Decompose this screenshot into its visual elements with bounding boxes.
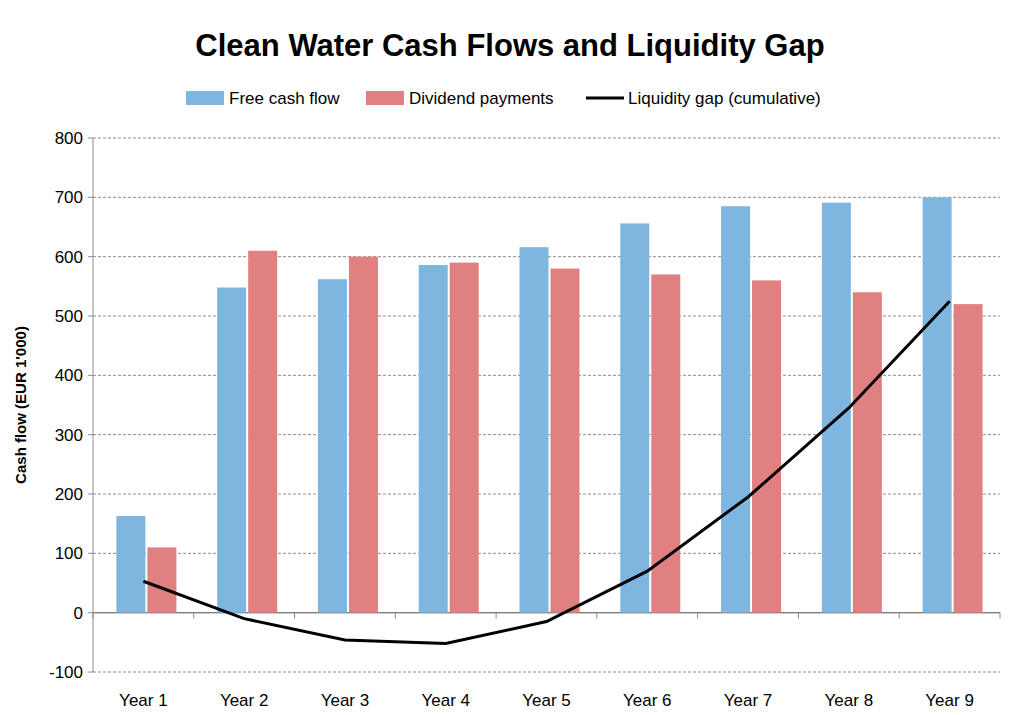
x-tick [1000, 613, 1001, 619]
x-tick-label: Year 7 [724, 691, 773, 710]
y-tick [88, 138, 93, 139]
legend-swatch [586, 97, 624, 100]
bar [752, 280, 781, 612]
bar [721, 206, 750, 612]
grid: -100 0 100 200 300 400 500 600 700 800 [49, 129, 1000, 682]
x-tick-label: Year 1 [119, 691, 168, 710]
y-tick-label: 400 [55, 366, 83, 385]
y-tick-label: 100 [55, 544, 83, 563]
y-tick [88, 316, 93, 317]
bar [116, 516, 145, 613]
title: Clean Water Cash Flows and Liquidity Gap [195, 28, 824, 63]
bar [318, 279, 347, 612]
grid-line [93, 197, 1000, 198]
x-tick [193, 613, 194, 619]
y-tick-label: 700 [55, 188, 83, 207]
plot-area [116, 197, 982, 643]
x-tick [496, 613, 497, 619]
x-tick-label: Year 6 [623, 691, 672, 710]
legend-swatch [186, 91, 224, 105]
bar [651, 274, 680, 612]
y-tick [88, 375, 93, 376]
y-axis-label: Cash flow (EUR 1'000) [12, 326, 29, 484]
bar [822, 203, 851, 613]
legend: Free cash flow Dividend payments Liquidity… [186, 89, 821, 108]
bar [450, 263, 479, 613]
y-tick-label: 500 [55, 307, 83, 326]
y-tick [88, 256, 93, 257]
x-tick-label: Year 2 [220, 691, 269, 710]
x-tick [93, 613, 94, 619]
grid-line [93, 138, 1000, 139]
y-tick [88, 494, 93, 495]
x-tick-label: Year 9 [925, 691, 974, 710]
y-tick-label: -100 [49, 663, 83, 682]
legend-label: Dividend payments [409, 89, 554, 108]
y-tick [88, 612, 93, 613]
line [143, 301, 949, 643]
bar [954, 304, 983, 613]
x-tick-label: Year 4 [421, 691, 470, 710]
x-tick [395, 613, 396, 619]
chart-svg: Clean Water Cash Flows and Liquidity Gap… [0, 0, 1020, 715]
bar [520, 247, 549, 612]
legend-swatch [366, 91, 404, 105]
x-tick [899, 613, 900, 619]
x-tick [798, 613, 799, 619]
y-tick [88, 197, 93, 198]
bar [853, 292, 882, 612]
y-tick [88, 672, 93, 673]
grid-line [93, 672, 1000, 673]
y-tick [88, 434, 93, 435]
bar [419, 265, 448, 613]
y-tick-label: 0 [74, 604, 83, 623]
y-tick-label: 600 [55, 248, 83, 267]
x-tick [596, 613, 597, 619]
x-tick-label: Year 8 [825, 691, 874, 710]
y-tick [88, 553, 93, 554]
bar [923, 197, 952, 612]
x-tick-label: Year 3 [321, 691, 370, 710]
bar [551, 269, 580, 613]
bar [147, 547, 176, 612]
x-tick [294, 613, 295, 619]
legend-label: Free cash flow [229, 89, 340, 108]
bar [217, 288, 246, 613]
y-tick-label: 800 [55, 129, 83, 148]
x-tick [697, 613, 698, 619]
bar [248, 251, 277, 613]
chart-container: Clean Water Cash Flows and Liquidity Gap… [0, 0, 1020, 715]
legend-label: Liquidity gap (cumulative) [628, 89, 821, 108]
y-tick-label: 300 [55, 426, 83, 445]
bar [620, 223, 649, 612]
x-tick-label: Year 5 [522, 691, 571, 710]
bar [349, 257, 378, 613]
y-axis-line [93, 138, 94, 672]
y-tick-label: 200 [55, 485, 83, 504]
